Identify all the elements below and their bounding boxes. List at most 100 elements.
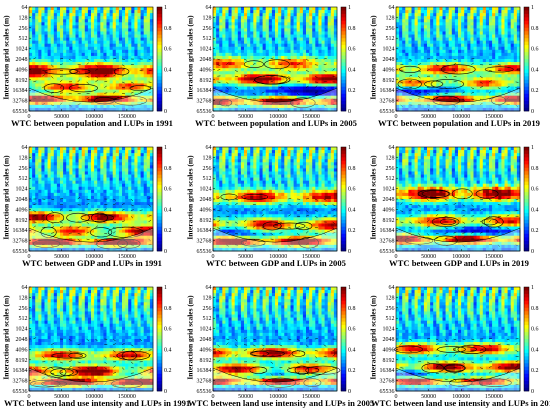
heat-cell — [318, 34, 322, 38]
heat-cell — [333, 34, 338, 38]
colorbar-segment — [341, 41, 346, 46]
heat-cell — [476, 92, 480, 97]
heat-cell — [461, 52, 465, 57]
heat-cell — [290, 59, 294, 63]
heat-cell — [501, 7, 505, 11]
heat-cell — [498, 74, 502, 78]
heat-cell — [293, 107, 297, 112]
heat-cell — [234, 92, 239, 97]
heat-cell — [100, 71, 104, 75]
colorbar-segment — [157, 20, 162, 25]
heat-cell — [84, 62, 89, 66]
heat-cell — [476, 13, 480, 17]
colorbar-segment — [157, 86, 162, 91]
heat-cell — [513, 37, 518, 41]
heat-cell — [513, 104, 518, 109]
heat-cell — [402, 107, 406, 112]
heat-cell — [131, 156, 135, 160]
heat-cell — [504, 71, 508, 75]
heat-cell — [411, 65, 415, 69]
heat-cell — [53, 174, 58, 178]
heat-cell — [63, 171, 67, 175]
heat-cell — [333, 101, 338, 106]
heat-cell — [445, 89, 449, 93]
heat-cell — [91, 43, 95, 48]
heat-cell — [122, 31, 126, 35]
phase-arrow — [226, 81, 229, 85]
significance-contour — [113, 67, 130, 76]
heat-cell — [423, 13, 428, 17]
heat-cell — [225, 68, 229, 72]
heat-cell — [321, 101, 325, 106]
significance-contour — [432, 95, 461, 106]
heat-cell — [112, 77, 117, 81]
heat-cell — [414, 43, 418, 48]
heat-cell — [149, 71, 154, 75]
heat-cell — [330, 7, 335, 11]
heat-cell — [47, 71, 51, 75]
heat-cell — [222, 86, 226, 90]
heat-cell — [501, 86, 505, 90]
heat-cell — [213, 95, 217, 100]
heat-cell — [118, 28, 123, 32]
heat-cell — [495, 98, 499, 103]
y-tick-label: 8192 — [383, 78, 395, 84]
heat-cell — [35, 74, 39, 78]
heat-cell — [256, 59, 260, 63]
heat-cell — [134, 165, 138, 169]
phase-arrow — [148, 81, 152, 83]
heat-cell — [219, 83, 223, 87]
heat-cell — [216, 101, 220, 106]
heat-cell — [56, 59, 61, 63]
heat-cell — [451, 95, 456, 100]
heat-cell — [442, 77, 446, 81]
heat-cell — [100, 98, 104, 103]
heat-cell — [461, 101, 465, 106]
heat-cell — [100, 65, 104, 69]
heat-cell — [112, 37, 117, 41]
heat-cell — [485, 107, 490, 112]
heat-cell — [296, 49, 301, 54]
heat-cell — [498, 25, 502, 29]
heat-cell — [281, 65, 285, 69]
heat-cell — [430, 62, 434, 66]
heat-cell — [315, 104, 319, 109]
heat-cell — [420, 89, 425, 93]
heat-cell — [94, 19, 98, 23]
heat-cell — [146, 52, 151, 57]
heat-cell — [275, 10, 279, 14]
heat-cell — [32, 95, 36, 100]
heat-cell — [78, 19, 82, 23]
heat-cell — [69, 95, 73, 100]
heat-cell — [66, 89, 70, 93]
heat-cell — [498, 83, 502, 87]
heat-cell — [122, 107, 126, 112]
heat-cell — [293, 13, 297, 17]
heat-cell — [63, 165, 67, 169]
y-axis-label: Interaction grid scales (m) — [1, 14, 11, 100]
heat-cell — [66, 83, 70, 87]
heat-cell — [81, 177, 86, 181]
heat-cell — [103, 43, 107, 48]
heat-cell — [504, 28, 508, 32]
y-tick-label: 256 — [203, 26, 212, 32]
heat-cell — [510, 55, 515, 60]
heat-cell — [473, 55, 477, 60]
y-tick-label: 64 — [389, 5, 395, 11]
heat-cell — [476, 104, 480, 109]
heat-cell — [53, 89, 58, 93]
heat-cell — [476, 31, 480, 35]
heat-cell — [333, 31, 338, 35]
heat-cell — [433, 34, 437, 38]
heat-cell — [330, 16, 335, 20]
heat-cell — [324, 80, 328, 84]
heat-cell — [510, 10, 515, 14]
heat-cell — [216, 43, 220, 48]
heat-cell — [97, 80, 101, 84]
heat-cell — [445, 37, 449, 41]
heat-cell — [454, 7, 459, 11]
colorbar-segment — [157, 24, 162, 29]
heat-cell — [222, 40, 226, 45]
heat-cell — [47, 165, 51, 169]
heat-cell — [498, 10, 502, 14]
